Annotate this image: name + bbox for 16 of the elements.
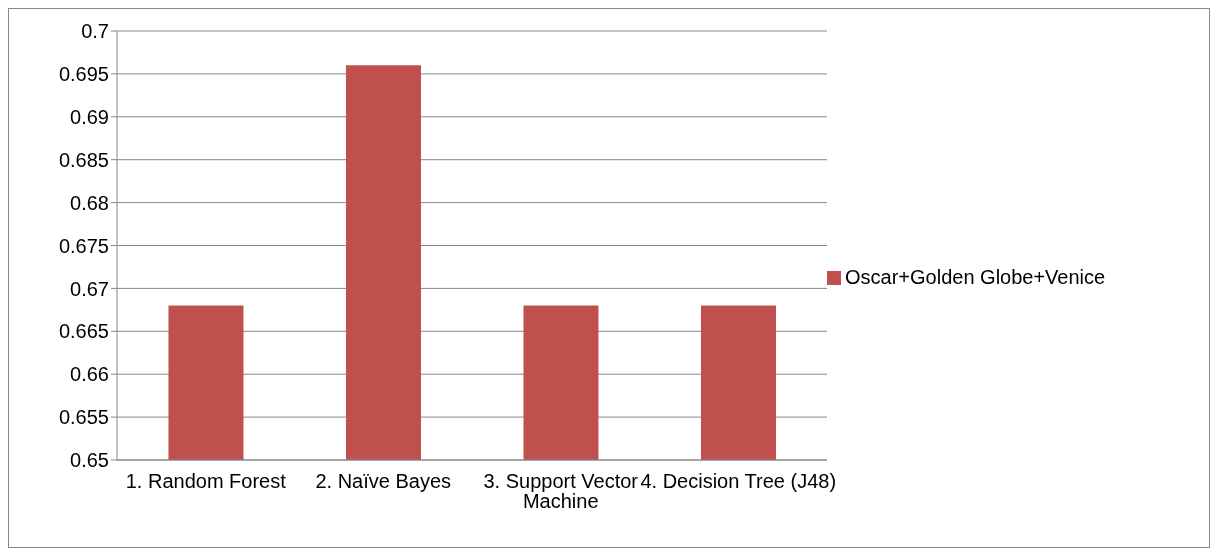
y-tick-label: 0.685: [58, 148, 109, 171]
x-tick-label: 1. Random Forest: [125, 470, 287, 493]
y-tick-label: 0.68: [70, 191, 109, 214]
y-tick-label: 0.665: [58, 320, 109, 343]
y-tick-label: 0.675: [58, 234, 109, 257]
y-tick-label: 0.655: [58, 406, 109, 429]
y-tick-label: 0.67: [70, 277, 109, 300]
y-tick-label: 0.69: [70, 105, 109, 128]
y-tick-label: 0.65: [70, 449, 109, 472]
x-tick-label: 3. Support Vector Machine: [483, 470, 639, 513]
legend-label: Oscar+Golden Globe+Venice: [845, 265, 1106, 288]
y-tick-label: 0.695: [58, 63, 109, 85]
x-tick-label: 4. Decision Tree (J48): [640, 470, 837, 493]
y-tick-label: 0.7: [81, 20, 109, 43]
x-tick-label: 2. Naïve Bayes: [315, 470, 452, 493]
y-tick-label: 0.66: [70, 363, 109, 386]
